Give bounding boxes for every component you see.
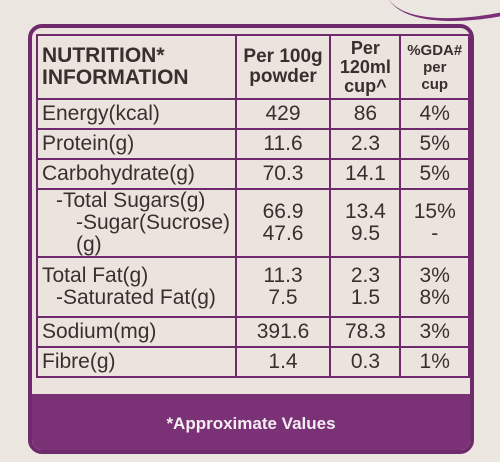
row-per-cup: 2.3: [329, 128, 402, 160]
footer-band: [32, 394, 470, 450]
row-per-cup: 14.1: [329, 158, 402, 190]
row-label: Carbohydrate(g): [36, 158, 237, 190]
table-row-carbohydrate: Carbohydrate(g) 70.3 14.1 5%: [36, 158, 470, 190]
row-gda: 1%: [399, 346, 470, 378]
row-label: Total Fat(g) -Saturated Fat(g): [36, 256, 237, 318]
table-row-sodium: Sodium(mg) 391.6 78.3 3%: [36, 316, 470, 348]
row-label: Energy(kcal): [36, 98, 237, 130]
table-row-fat: Total Fat(g) -Saturated Fat(g) 11.3 7.5 …: [36, 256, 470, 318]
header-gda: %GDA# per cup: [399, 34, 470, 100]
header-per-cup: Per 120ml cup^: [329, 34, 402, 100]
row-per-100g: 1.4: [234, 346, 332, 378]
sublabel-saturated-fat: -Saturated Fat(g): [56, 286, 216, 309]
nutrition-table: NUTRITION* INFORMATION Per 100g powder P…: [36, 34, 470, 378]
footer-note: *Approximate Values: [166, 414, 336, 433]
row-gda: 4%: [399, 98, 470, 130]
row-per-cup: 13.4 9.5: [329, 188, 402, 258]
nutrition-panel: NUTRITION* INFORMATION Per 100g powder P…: [28, 24, 474, 454]
row-label: Fibre(g): [36, 346, 237, 378]
row-per-100g: 70.3: [234, 158, 332, 190]
row-gda: 15% -: [399, 188, 470, 258]
row-per-cup: 0.3: [329, 346, 402, 378]
sublabel-sucrose: -Sugar(Sucrose)(g): [76, 211, 231, 256]
table-row-sugars: -Total Sugars(g) -Sugar(Sucrose)(g) 66.9…: [36, 188, 470, 258]
row-per-100g: 391.6: [234, 316, 332, 348]
header-per-100g: Per 100g powder: [234, 34, 332, 100]
row-per-100g: 66.9 47.6: [234, 188, 332, 258]
sublabel-total-fat: Total Fat(g): [42, 264, 149, 287]
table-row-energy: Energy(kcal) 429 86 4%: [36, 98, 470, 130]
row-per-100g: 429: [234, 98, 332, 130]
row-per-cup: 2.3 1.5: [329, 256, 402, 318]
row-per-100g: 11.3 7.5: [234, 256, 332, 318]
row-label: Sodium(mg): [36, 316, 237, 348]
row-per-cup: 86: [329, 98, 402, 130]
row-per-cup: 78.3: [329, 316, 402, 348]
row-label: -Total Sugars(g) -Sugar(Sucrose)(g): [36, 188, 237, 258]
table-row-protein: Protein(g) 11.6 2.3 5%: [36, 128, 470, 160]
row-gda: 5%: [399, 128, 470, 160]
row-gda: 3% 8%: [399, 256, 470, 318]
row-label: Protein(g): [36, 128, 237, 160]
header-nutrition-information: NUTRITION* INFORMATION: [36, 34, 237, 100]
row-gda: 5%: [399, 158, 470, 190]
table-header-row: NUTRITION* INFORMATION Per 100g powder P…: [36, 34, 470, 100]
row-per-100g: 11.6: [234, 128, 332, 160]
table-row-fibre: Fibre(g) 1.4 0.3 1%: [36, 346, 470, 378]
sublabel-total-sugars: -Total Sugars(g): [56, 189, 206, 212]
row-gda: 3%: [399, 316, 470, 348]
